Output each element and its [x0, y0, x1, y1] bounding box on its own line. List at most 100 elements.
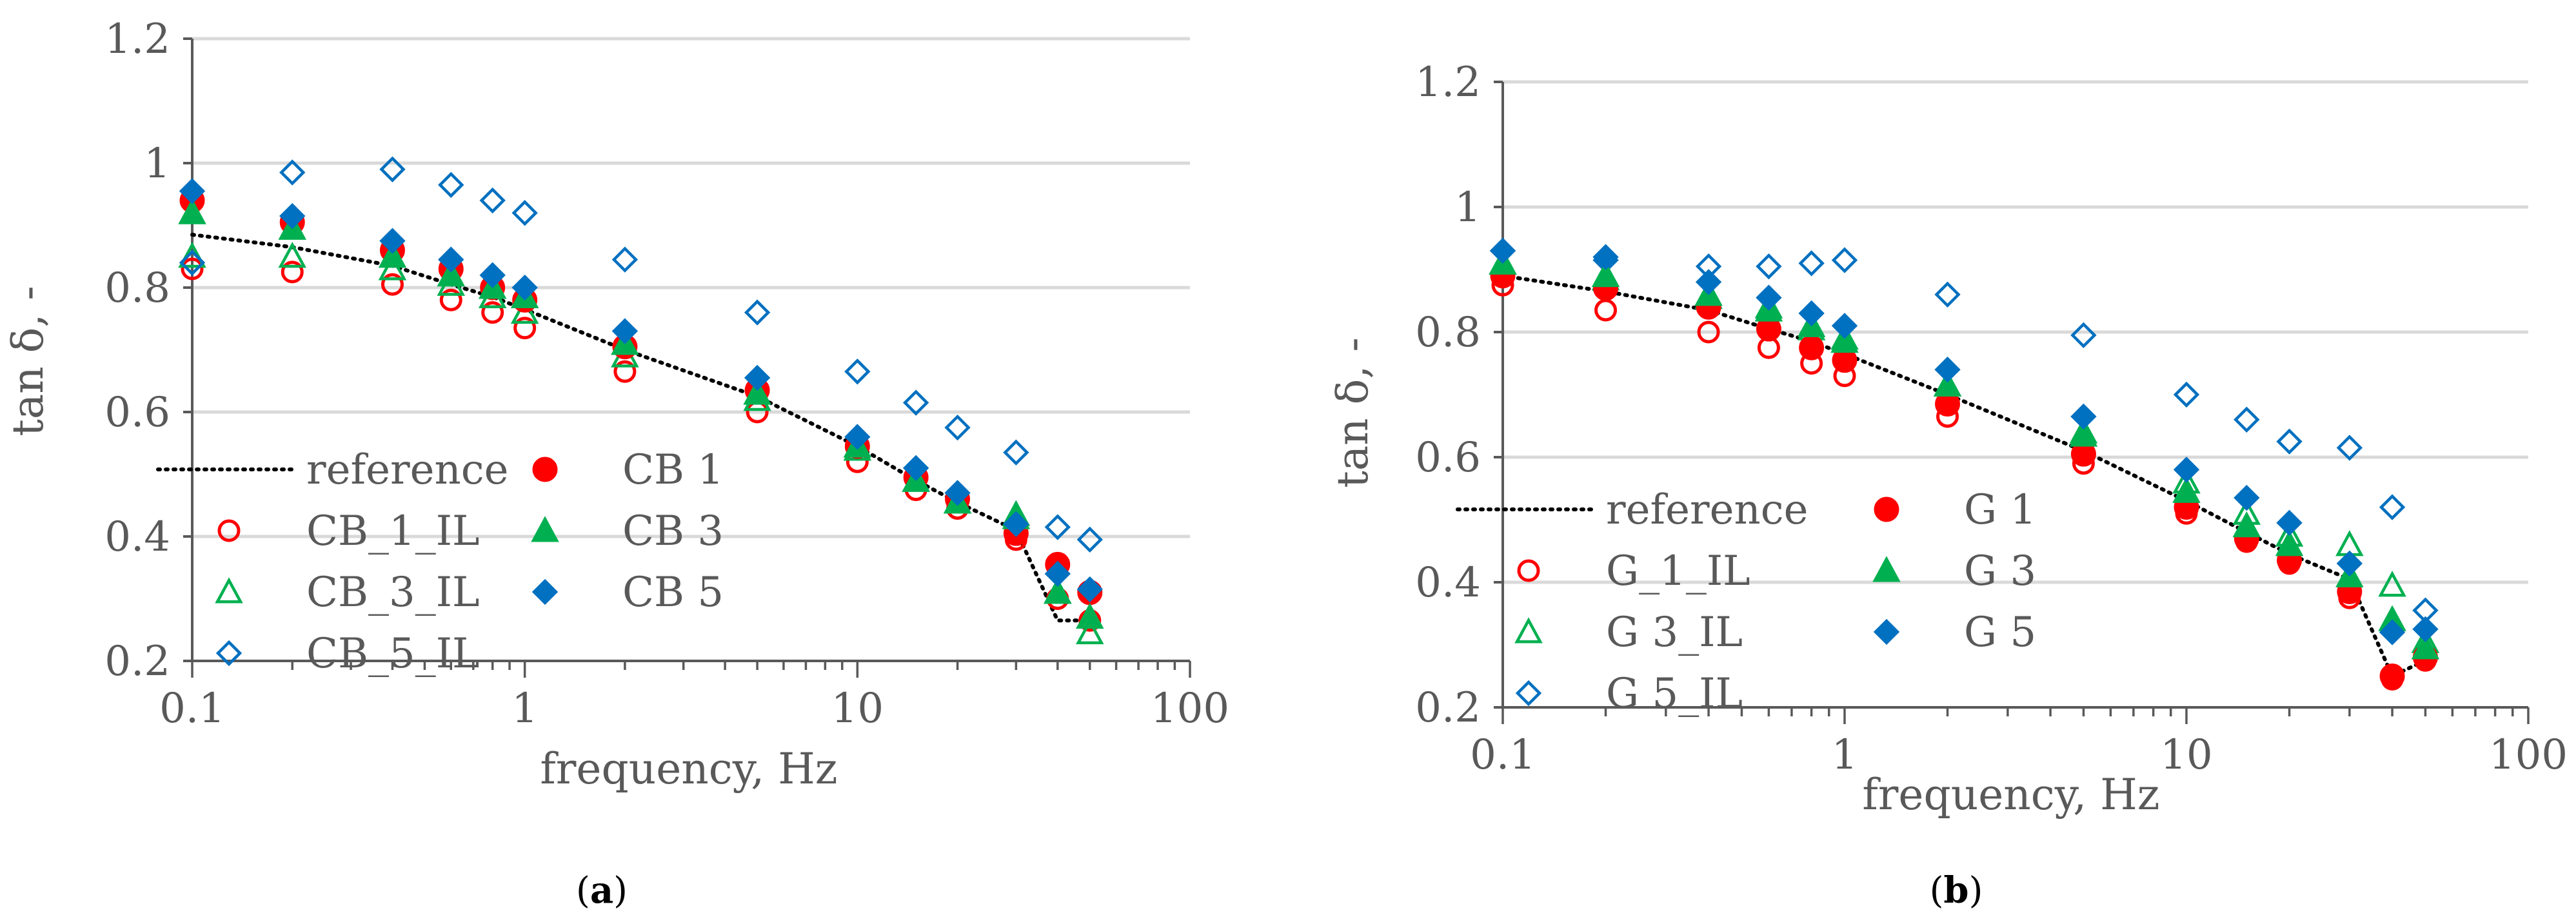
panel-a-series-cb-3-point-13	[1075, 602, 1104, 629]
panel-a-y-tick-label-0: 0.2	[104, 638, 170, 685]
panel-a-series-cb-5-il-point-13	[1076, 526, 1103, 553]
panel-a-series-cb-5-il-point-7	[744, 299, 771, 326]
panel-a-series-cb-1-il-point-2	[381, 273, 404, 296]
panel-b-series-g-1	[1490, 263, 2438, 689]
caption-b-close: )	[1969, 870, 1983, 912]
panel-a-legend-cb-5-label: CB 5	[622, 569, 724, 616]
panel-b-series-g-1-il-point-1	[1594, 299, 1618, 322]
panel-a-series-cb-1-il-point-5	[513, 317, 537, 340]
panel-a-legend-cb-1-swatch	[532, 457, 558, 482]
panel-b-legend-g-5-il-label: G 5_IL	[1606, 670, 1743, 718]
panel-b-series-g-5-il-point-8	[2173, 381, 2200, 408]
panel-b-y-tick-label-4: 1	[1454, 184, 1481, 231]
panel-a-series-cb-5-il-point-12	[1044, 514, 1071, 540]
panel-a: 0.2 0.4 0.6 0.8 1 1.2 0.1 1 10 100 frequency, Hz ta…	[3, 15, 1229, 794]
panel-b-series-g-3-point-9	[2232, 511, 2261, 538]
panel-a-series-cb-1-il-point-0	[181, 257, 204, 280]
panel-b-x-tick-label-2: 10	[2160, 731, 2212, 779]
panel-b-y-tick-label-0: 0.2	[1415, 684, 1481, 732]
panel-b-x-tick-label-3: 100	[2489, 731, 2568, 779]
panel-b-legend: reference G_1_IL G 3_IL G 5_IL G 1 G 3 G 5	[1456, 486, 2036, 718]
caption-a: (a)	[576, 869, 628, 912]
panel-b-series-g-1-il-point-2	[1697, 320, 1720, 344]
panel-a-y-tick-label-1: 0.4	[104, 513, 170, 561]
panel-a-series-cb-5-il-point-9	[902, 389, 929, 416]
panel-a-series-cb-3-point-0	[178, 198, 206, 224]
panel-a-y-tick-label-5: 1.2	[104, 15, 170, 63]
panel-a-series-cb-1-il-point-3	[439, 288, 462, 311]
panel-a-series-cb-5-il	[179, 156, 1103, 553]
panel-b-series-g-3	[1489, 248, 2440, 660]
panel-b-legend-g-1-swatch	[1874, 496, 1899, 522]
panel-a-series-cb-5-point-12	[1044, 560, 1071, 587]
panel-a-series-cb-3-point-3	[437, 260, 466, 287]
panel-a-series-cb-1-il-point-4	[481, 301, 504, 324]
panel-a-series-cb-3-il-point-13	[1075, 618, 1104, 645]
panel-b-legend-g-5-swatch	[1873, 618, 1900, 645]
panel-a-series-cb-1-il-point-6	[613, 360, 637, 383]
panel-b-series-g-5	[1489, 237, 2439, 645]
panel-a-legend-cb-3-il-swatch	[215, 577, 243, 604]
panel-a-series-cb-5-il-point-8	[844, 359, 871, 385]
panel-b-series-g-5-il-point-12	[2379, 494, 2406, 520]
panel-a-legend: reference CB_1_IL CB_3_IL CB_5_IL CB 1 CB 3 CB…	[156, 446, 724, 678]
panel-b-series-g-3-point-1	[1591, 260, 1620, 288]
panel-b-series-g-3-point-10	[2275, 530, 2304, 556]
panel-b-series-g-5-il-point-5	[1831, 247, 1858, 273]
panel-a-x-tick-label-3: 100	[1151, 685, 1229, 732]
panel-a-series-cb-5-il-point-11	[1003, 439, 1029, 466]
panel-a-x-tick-label-1: 1	[511, 685, 538, 732]
panel-b-series-g-5-point-6	[1934, 357, 1961, 383]
panel-b-y-tick-label-5: 1.2	[1415, 59, 1481, 106]
panel-a-series-cb-5-point-10	[944, 480, 971, 506]
panel-b-series-g-5-point-13	[2412, 616, 2439, 642]
panel-b-series-g-5-point-11	[2336, 550, 2363, 577]
panel-a-series-cb-3-point-2	[378, 242, 407, 268]
caption-b: (b)	[1930, 869, 1983, 912]
panel-a-series-cb-3-il-point-1	[278, 242, 307, 268]
panel-b-series-g-5-point-2	[1695, 269, 1722, 295]
panel-a-series-cb-5-point-7	[744, 364, 771, 391]
caption-b-letter: b	[1943, 869, 1968, 912]
panel-a-y-axis-title: tan δ, -	[3, 286, 53, 436]
panel-b-series-g-5-point-0	[1489, 237, 1516, 264]
panel-b-series-g-1-point-12	[2379, 664, 2405, 689]
panel-a-series-cb-3	[178, 198, 1104, 629]
panel-a-y-tick-label-4: 1	[144, 140, 170, 188]
panel-a-series-cb-5-il-point-10	[944, 414, 971, 441]
panel-a-series-cb-3-il-point-5	[510, 297, 539, 324]
panel-b-legend-g-3-label: G 3	[1964, 547, 2036, 595]
panel-a-series-cb-5-il-point-3	[438, 172, 464, 198]
panel-b-series-g-5-point-7	[2070, 403, 2097, 430]
panel-a-legend-cb-1-il-swatch	[217, 519, 241, 542]
panel-a-series-cb-5-il-point-6	[611, 246, 639, 273]
panel-b-legend-g-3-il-label: G 3_IL	[1606, 609, 1743, 656]
panel-a-legend-cb-3-label: CB 3	[622, 507, 724, 555]
panel-a-legend-cb-3-swatch	[531, 516, 559, 542]
panel-b-y-tick-label-3: 0.8	[1415, 309, 1481, 357]
panel-a-legend-cb-3-il-label: CB_3_IL	[306, 569, 480, 616]
panel-b-legend-g-1-il-label: G_1_IL	[1606, 547, 1750, 595]
panel-a-series-reference-line	[190, 232, 1092, 623]
panel-b-legend-g-3-il-swatch	[1514, 617, 1543, 644]
panel-a-series-reference	[190, 232, 1092, 623]
panel-b-series-g-3-point-8	[2172, 477, 2201, 503]
panel-a-legend-cb-5-il-label: CB_5_IL	[306, 630, 480, 678]
panel-b-x-tick-label-1: 1	[1832, 731, 1858, 779]
panel-a-series-cb-5-point-2	[379, 228, 406, 254]
panel-a-legend-cb-5-swatch	[531, 578, 559, 605]
panel-b-series-g-5-point-3	[1756, 284, 1782, 311]
panel-b-y-axis-title: tan δ, -	[1328, 337, 1378, 487]
panel-a-series-cb-5-point-0	[179, 178, 206, 204]
panel-b: 0.2 0.4 0.6 0.8 1 1.2 0.1 1 10 100 frequency, Hz ta…	[1328, 59, 2568, 820]
panel-b-legend-g-1-label: G 1	[1964, 486, 2036, 534]
panel-a-legend-cb-1-label: CB 1	[622, 446, 724, 494]
panel-b-series-g-5-point-4	[1798, 300, 1825, 327]
panel-b-legend-g-5-label: G 5	[1964, 609, 2036, 656]
panel-b-x-tick-label-0: 0.1	[1470, 731, 1536, 779]
panel-b-legend-g-3-swatch	[1872, 556, 1901, 582]
panel-b-series-g-5-point-5	[1831, 313, 1858, 339]
panel-a-series-cb-5-point-9	[902, 455, 929, 482]
panel-a-series-cb-3-point-12	[1044, 578, 1072, 604]
